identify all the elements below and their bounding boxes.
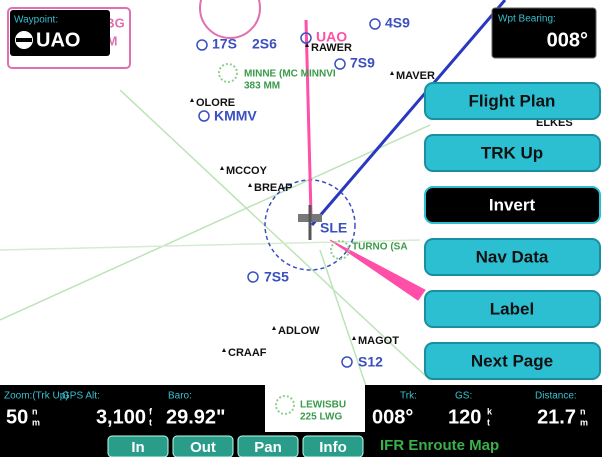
menu-button[interactable]: Next Page — [424, 342, 601, 380]
map-label: RAWER — [311, 42, 352, 54]
status-unit: t — [149, 417, 152, 427]
map-label: BREAP — [254, 182, 293, 194]
map-label: MAVER — [396, 70, 435, 82]
map-label: MINNE (MC MINNVI — [244, 69, 336, 80]
status-label: GPS Alt: — [62, 391, 100, 402]
menu-button-label: Next Page — [471, 351, 553, 370]
menu-button-bg — [424, 290, 601, 328]
map-label: 225 LWG — [300, 412, 342, 423]
wpt-bearing-value: 008° — [547, 29, 588, 51]
map-label: S12 — [358, 354, 383, 370]
menu-button[interactable]: Flight Plan — [424, 82, 601, 120]
softkey-label: Info — [319, 439, 347, 456]
map-label: 7S9 — [350, 55, 375, 71]
menu-button-label: Invert — [489, 195, 536, 214]
map-label: KMMV — [214, 108, 257, 124]
softkey-bg — [302, 435, 364, 457]
softkey[interactable]: In — [107, 435, 169, 457]
softkey-label: In — [131, 439, 144, 456]
status-label: Trk: — [400, 391, 417, 402]
status-value: 21.7 — [537, 406, 576, 428]
softkey-bar — [0, 432, 602, 457]
map-label: 4S9 — [385, 15, 410, 31]
status-unit: f — [149, 406, 153, 416]
map-label: LEWISBU — [300, 400, 346, 411]
status-value: 50 — [6, 406, 28, 428]
menu-button-label: Flight Plan — [469, 91, 556, 110]
wpt-bearing-box: Wpt Bearing: 008° — [491, 7, 597, 59]
map-lines — [0, 0, 507, 457]
status-value: 008° — [372, 406, 413, 428]
status-label: Zoom:(Trk Up) — [4, 391, 69, 402]
status-unit: m — [32, 417, 40, 427]
menu-button-bg — [424, 82, 601, 120]
airport-symbols — [196, 18, 381, 368]
menu: Flight Plan TRK Up Invert Nav Data Label Next… — [424, 82, 601, 380]
softkey-label: Out — [190, 439, 216, 456]
status-unit: t — [487, 417, 490, 427]
map-label: TURNO (SA — [352, 242, 408, 253]
status-label: GS: — [455, 391, 472, 402]
status-value: 120 — [448, 406, 481, 428]
menu-button[interactable]: TRK Up — [424, 134, 601, 172]
waypoint-value: UAO — [36, 29, 80, 51]
menu-button[interactable]: Label — [424, 290, 601, 328]
softkey-bg — [107, 435, 169, 457]
softkey-bg — [172, 435, 234, 457]
softkey[interactable]: Info — [302, 435, 364, 457]
map-label: MCCOY — [226, 165, 268, 177]
menu-button-bg — [424, 342, 601, 380]
menu-button[interactable]: Nav Data — [424, 238, 601, 276]
map-label: OLORE — [196, 97, 235, 109]
softkey-label: Pan — [254, 439, 282, 456]
map-label: CRAAF — [228, 347, 267, 359]
menu-button-label: Nav Data — [476, 247, 549, 266]
intersection-symbols — [190, 43, 394, 352]
menu-button-bg — [424, 134, 601, 172]
wpt-bearing-label: Wpt Bearing: — [498, 14, 556, 25]
status-value: 29.92" — [166, 406, 226, 428]
menu-button-bg — [424, 238, 601, 276]
status-unit: n — [580, 406, 586, 416]
map-label: 383 MM — [244, 81, 280, 92]
status-bar: Zoom:(Trk Up) 50 n m GPS Alt: 3,100 f t … — [0, 385, 602, 432]
map-label: 2S6 — [252, 36, 277, 52]
status-label: Distance: — [535, 391, 577, 402]
menu-button-label: Label — [490, 299, 534, 318]
map-label: MAGOT — [358, 335, 399, 347]
softkey[interactable]: Out — [172, 435, 234, 457]
softkeys: In Out Pan Info — [107, 435, 364, 457]
menu-button[interactable]: Invert — [424, 186, 601, 224]
mode-label: IFR Enroute Map — [380, 437, 499, 454]
status-label: Baro: — [168, 391, 192, 402]
softkey-bg — [237, 435, 299, 457]
map-label: UAO — [316, 29, 347, 45]
waypoint-box: 0 UBG 6NM Waypoint: UAO — [7, 7, 131, 69]
map-label: ADLOW — [278, 325, 320, 337]
status-unit: m — [580, 417, 588, 427]
map-label: 17S — [212, 36, 237, 52]
softkey[interactable]: Pan — [237, 435, 299, 457]
waypoint-label: Waypoint: — [14, 15, 58, 26]
status-unit: n — [32, 406, 38, 416]
status-value: 3,100 — [96, 406, 146, 428]
status-unit: k — [487, 406, 493, 416]
menu-button-label: TRK Up — [481, 143, 543, 162]
map-label: SLE — [320, 220, 347, 236]
menu-button-bg — [424, 186, 601, 224]
map-label: 7S5 — [264, 269, 289, 285]
